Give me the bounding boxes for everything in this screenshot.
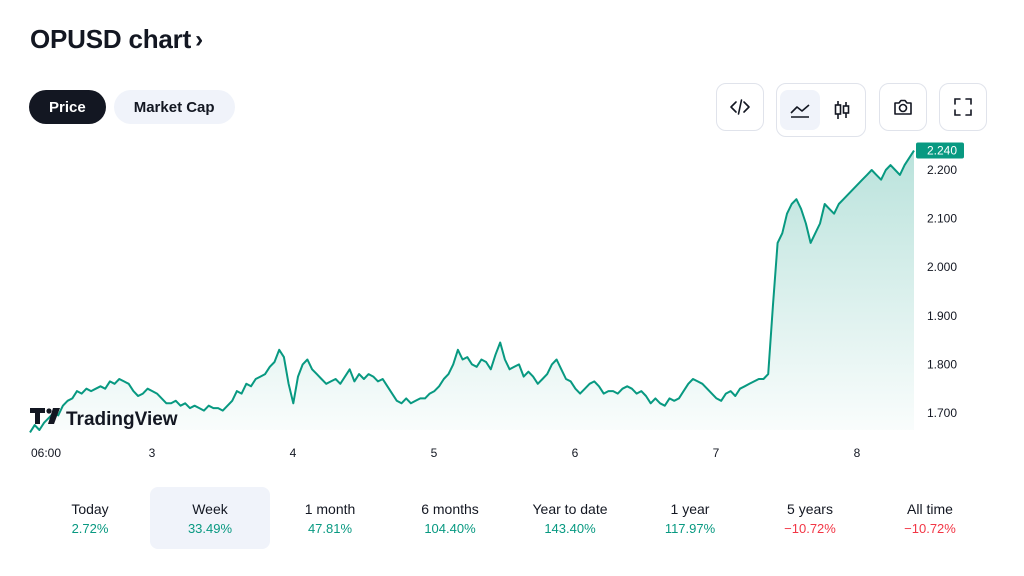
chart-type-tabs: Price Market Cap (29, 90, 235, 124)
tradingview-logo: TradingView (30, 408, 178, 430)
period-change: −10.72% (904, 520, 956, 536)
tab-price[interactable]: Price (29, 90, 106, 124)
screenshot-button[interactable] (879, 83, 927, 131)
period-1-month[interactable]: 1 month 47.81% (270, 487, 390, 549)
tab-market-cap[interactable]: Market Cap (113, 90, 235, 124)
y-tick-label: 1.700 (927, 406, 957, 420)
price-area-fill (30, 150, 914, 433)
candlestick-button[interactable] (822, 90, 862, 130)
period-6-months[interactable]: 6 months 104.40% (390, 487, 510, 549)
period-label: 1 year (670, 500, 710, 517)
period-label: Week (192, 500, 228, 517)
embed-button[interactable] (716, 83, 764, 131)
performance-periods: Today 2.72% Week 33.49% 1 month 47.81% 6 month… (30, 487, 990, 549)
period-week[interactable]: Week 33.49% (150, 487, 270, 549)
period-change: −10.72% (784, 520, 836, 536)
price-chart[interactable]: TradingView 2.200 2.100 2.000 1.900 1.800 1.7… (0, 140, 1024, 470)
embed-code-icon (730, 99, 750, 115)
x-tick-label: 06:00 (31, 446, 61, 460)
area-chart-button[interactable] (780, 90, 820, 130)
period-all-time[interactable]: All time −10.72% (870, 487, 990, 549)
x-tick-label: 7 (713, 446, 720, 460)
period-5-years[interactable]: 5 years −10.72% (750, 487, 870, 549)
period-label: Year to date (532, 500, 608, 517)
period-label: Today (71, 500, 109, 517)
last-price-badge (916, 142, 964, 159)
y-tick-label: 2.000 (927, 260, 957, 274)
y-tick-label: 1.900 (927, 309, 957, 323)
page-title[interactable]: OPUSD chart › (30, 24, 203, 55)
chart-title[interactable]: OPUSD chart (30, 24, 192, 54)
price-line (29, 150, 915, 433)
x-tick-label: 5 (431, 446, 438, 460)
camera-icon (894, 99, 912, 115)
period-today[interactable]: Today 2.72% (30, 487, 150, 549)
period-1-year[interactable]: 1 year 117.97% (630, 487, 750, 549)
x-tick-label: 8 (854, 446, 861, 460)
fullscreen-icon (954, 98, 972, 116)
y-tick-label: 2.200 (927, 163, 957, 177)
chevron-right-icon[interactable]: › (195, 25, 203, 53)
x-tick-label: 6 (572, 446, 579, 460)
y-tick-label: 1.800 (927, 357, 957, 371)
period-change: 143.40% (544, 520, 596, 536)
fullscreen-button[interactable] (939, 83, 987, 131)
x-tick-label: 4 (290, 446, 297, 460)
period-change: 117.97% (664, 520, 716, 536)
period-change: 2.72% (71, 520, 109, 536)
period-label: 1 month (304, 500, 356, 517)
period-change: 33.49% (187, 520, 233, 536)
candlestick-icon (834, 101, 850, 119)
last-price-label: 2.240 (927, 144, 957, 158)
period-label: 5 years (787, 500, 833, 517)
period-change: 104.40% (424, 520, 476, 536)
chart-svg[interactable]: TradingView 2.200 2.100 2.000 1.900 1.800 1.7… (0, 140, 1024, 470)
period-change: 47.81% (307, 520, 353, 536)
x-tick-label: 3 (149, 446, 156, 460)
watermark-text: TradingView (66, 409, 178, 430)
period-label: 6 months (421, 500, 479, 517)
y-tick-label: 2.100 (927, 212, 957, 226)
period-year-to-date[interactable]: Year to date 143.40% (510, 487, 630, 549)
period-label: All time (907, 500, 953, 517)
chart-style-toggle (776, 83, 866, 137)
area-chart-icon (790, 104, 810, 118)
